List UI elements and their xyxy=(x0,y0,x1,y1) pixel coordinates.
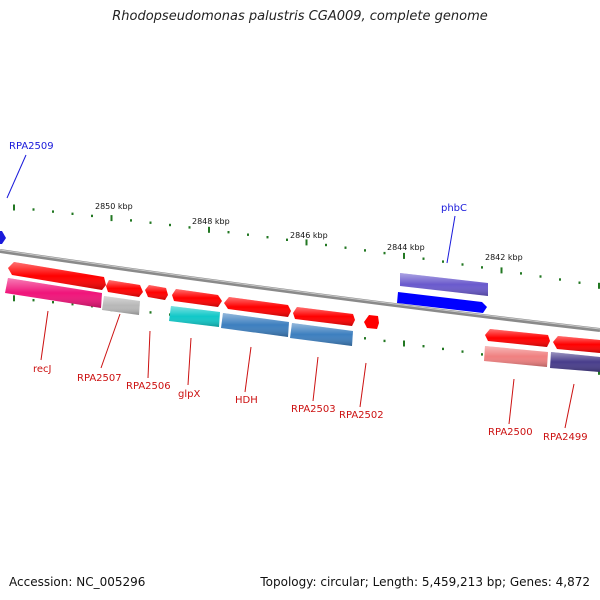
gene-label-phbc[interactable]: phbC xyxy=(441,203,467,214)
gene-arrow-rpa2509[interactable] xyxy=(0,231,6,244)
kbp-label-2842: 2842 kbp xyxy=(485,253,523,262)
genome-backbone-highlight xyxy=(0,249,600,330)
gene-label-rpa2502[interactable]: RPA2502 xyxy=(339,410,384,421)
gene-label-rpa2507[interactable]: RPA2507 xyxy=(77,373,122,384)
kbp-label-2846: 2846 kbp xyxy=(290,231,328,240)
gene-arrow-rpa2502-top[interactable] xyxy=(364,315,379,329)
gene-shading xyxy=(5,262,600,372)
kbp-label-2844: 2844 kbp xyxy=(387,243,425,252)
genome-stats-text: Topology: circular; Length: 5,459,213 bp… xyxy=(260,575,590,589)
gene-label-rpa2499[interactable]: RPA2499 xyxy=(543,432,588,443)
gene-label-rpa2500[interactable]: RPA2500 xyxy=(488,427,533,438)
gene-label-recj[interactable]: recJ xyxy=(33,364,52,375)
label-leader-lines xyxy=(6,154,575,429)
kbp-label-2848: 2848 kbp xyxy=(192,217,230,226)
gene-track xyxy=(0,231,600,372)
gene-label-rpa2503[interactable]: RPA2503 xyxy=(291,404,336,415)
gene-label-hdh[interactable]: HDH xyxy=(235,395,258,406)
genome-backbone xyxy=(0,249,600,332)
gene-label-rpa2509[interactable]: RPA2509 xyxy=(9,141,54,152)
genome-title: Rhodopseudomonas palustris CGA009, compl… xyxy=(112,9,488,24)
kbp-label-2850: 2850 kbp xyxy=(95,202,133,211)
top-tick-ruler xyxy=(13,204,600,289)
gene-label-glpx[interactable]: glpX xyxy=(178,389,200,400)
accession-text: Accession: NC_005296 xyxy=(9,575,146,589)
gene-arrow-phbc-blue[interactable] xyxy=(397,292,487,313)
gene-label-rpa2506[interactable]: RPA2506 xyxy=(126,381,171,392)
